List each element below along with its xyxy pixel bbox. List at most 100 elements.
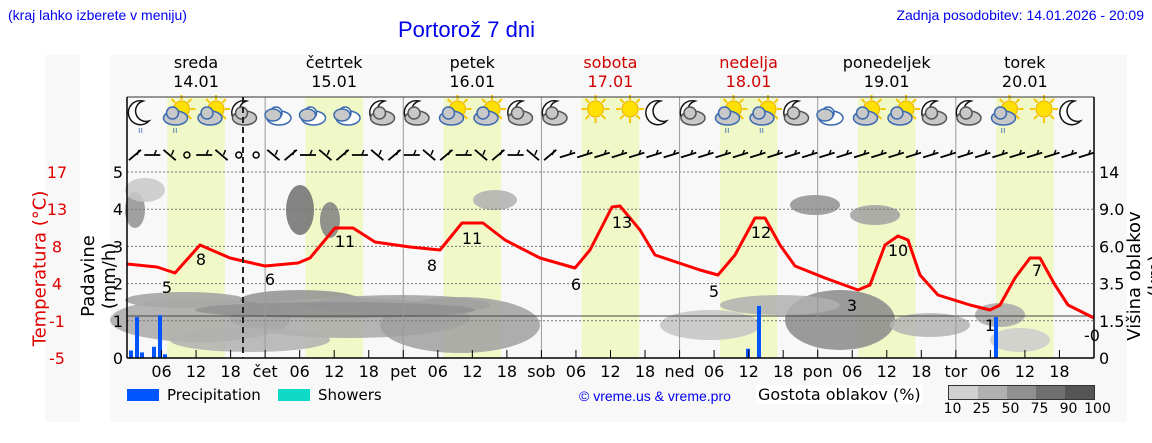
svg-text:06: 06 (842, 362, 862, 381)
night-icon (645, 99, 670, 126)
svg-text:12: 12 (324, 362, 344, 381)
svg-text:4: 4 (113, 200, 123, 219)
svg-text:pon: pon (803, 362, 833, 381)
temp-label: 11 (335, 232, 355, 251)
cloudy-icon (298, 106, 327, 126)
svg-text:čet: čet (253, 362, 278, 381)
temp-label: 3 (847, 296, 857, 315)
region-hint-link[interactable]: (kraj lahko izberete v meniju) (8, 7, 187, 23)
svg-text:ıı: ıı (1001, 126, 1006, 136)
copyright-link[interactable]: © vreme.us & vreme.pro (579, 388, 731, 404)
sun-cloud-icon (852, 95, 886, 126)
sun-cloud-rain-icon: ıı (990, 95, 1024, 136)
svg-text:18: 18 (497, 362, 517, 381)
showers-legend-swatch (278, 389, 310, 401)
cloud-density-scale (948, 385, 1095, 400)
svg-text:3.5: 3.5 (1099, 275, 1124, 294)
svg-text:ıı: ıı (138, 126, 143, 136)
temp-label: 6 (265, 270, 275, 289)
temp-label: 8 (427, 256, 437, 275)
day-header-1: četrtek 15.01 (305, 53, 363, 91)
svg-text:-1: -1 (49, 312, 65, 331)
night-cloud-icon (679, 99, 706, 126)
svg-text:8: 8 (52, 237, 62, 256)
svg-text:6.0: 6.0 (1099, 237, 1124, 256)
svg-text:0: 0 (1099, 349, 1109, 368)
night-cloud-icon (231, 99, 258, 126)
night-cloud-icon (369, 99, 396, 126)
night-cloud-icon (507, 99, 534, 126)
temp-label: -0 (1084, 326, 1100, 345)
temp-label: 5 (709, 282, 719, 301)
temp-label: 11 (462, 229, 482, 248)
temp-label: 1 (985, 316, 995, 335)
temp-label: 13 (612, 213, 632, 232)
svg-text:18: 18 (773, 362, 793, 381)
night-cloud-icon (955, 99, 982, 126)
svg-text:3: 3 (113, 237, 123, 256)
svg-text:06: 06 (980, 362, 1000, 381)
svg-text:18: 18 (220, 362, 240, 381)
svg-text:14: 14 (1099, 163, 1119, 182)
temp-label: 5 (162, 278, 172, 297)
night-cloud-icon (403, 99, 430, 126)
page-title: Portorož 7 dni (398, 17, 535, 42)
svg-text:9.0: 9.0 (1099, 200, 1124, 219)
svg-text:tor: tor (945, 362, 968, 381)
svg-text:18: 18 (359, 362, 379, 381)
night-cloud-icon (921, 99, 948, 126)
temp-label: 8 (196, 250, 206, 269)
day-header-2: petek 16.01 (449, 53, 496, 91)
svg-text:13: 13 (47, 200, 67, 219)
sun-cloud-icon (197, 95, 230, 126)
svg-text:12: 12 (462, 362, 482, 381)
svg-text:ıı: ıı (173, 126, 178, 136)
showers-legend-label: Showers (318, 386, 382, 404)
sun-cloud-icon (887, 95, 920, 126)
svg-text:06: 06 (428, 362, 448, 381)
precipitation-legend-label: Precipitation (167, 386, 261, 404)
cloud-density-ticks: 10 25 50 75 90 100 (943, 401, 1111, 417)
cloudy-icon (264, 106, 292, 126)
sun-cloud-icon (438, 95, 472, 126)
svg-text:18: 18 (635, 362, 655, 381)
svg-text:ıı: ıı (759, 126, 764, 136)
svg-text:06: 06 (566, 362, 586, 381)
svg-text:06: 06 (704, 362, 724, 381)
cloud-density-label: Gostota oblakov (%) (756, 385, 923, 404)
day-header-3: sobota 17.01 (583, 53, 638, 91)
svg-text:-5: -5 (49, 349, 65, 368)
sun-icon (1030, 95, 1058, 123)
temp-axis-panel (45, 55, 80, 422)
svg-text:12: 12 (600, 362, 620, 381)
temp-label: 6 (571, 275, 581, 294)
svg-text:ned: ned (664, 362, 694, 381)
svg-text:12: 12 (1015, 362, 1035, 381)
svg-text:pet: pet (390, 362, 416, 381)
sun-cloud-rain-icon: ıı (749, 95, 782, 136)
svg-text:2: 2 (113, 275, 123, 294)
cloudy-icon (333, 106, 361, 126)
day-header-5: ponedeljek 19.01 (842, 53, 931, 91)
svg-text:06: 06 (151, 362, 171, 381)
svg-text:1.5: 1.5 (1099, 312, 1124, 331)
day-header-6: torek 20.01 (1001, 53, 1048, 91)
night-rain-icon: ıı (127, 99, 152, 136)
day-header-0: sreda 14.01 (173, 53, 219, 91)
svg-text:12: 12 (186, 362, 206, 381)
sun-cloud-rain-icon: ıı (162, 95, 196, 136)
svg-text:12: 12 (738, 362, 758, 381)
night-cloud-icon (541, 99, 568, 126)
svg-text:18: 18 (911, 362, 931, 381)
night-icon (1059, 99, 1084, 126)
cloudy-icon (816, 106, 844, 126)
temp-label: 12 (751, 223, 771, 242)
sun-cloud-rain-icon: ıı (714, 95, 748, 136)
svg-text:17: 17 (47, 163, 67, 182)
svg-text:12: 12 (877, 362, 897, 381)
day-header-4: nedelja 18.01 (719, 53, 778, 91)
svg-text:0: 0 (113, 349, 123, 368)
night-cloud-icon (783, 99, 810, 126)
temp-label: 10 (888, 241, 908, 260)
